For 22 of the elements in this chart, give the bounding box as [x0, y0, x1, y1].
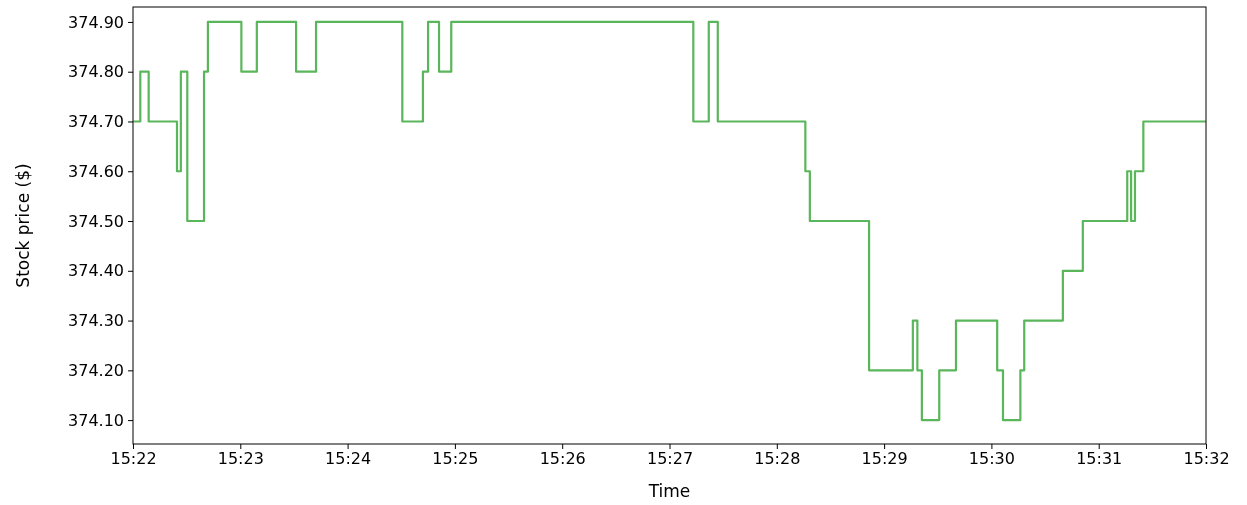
y-tick-label: 374.30 [68, 311, 124, 331]
x-tick-label: 15:31 [1076, 449, 1123, 469]
y-tick-label: 374.20 [68, 360, 124, 380]
y-tick-label: 374.70 [68, 112, 124, 132]
y-tick-label: 374.90 [68, 12, 124, 32]
y-axis-title: Stock price ($) [13, 163, 33, 288]
x-tick-label: 15:25 [432, 449, 479, 469]
y-tick-label: 374.10 [68, 410, 124, 430]
x-tick-label: 15:24 [325, 449, 372, 469]
y-tick-label: 374.60 [68, 161, 124, 181]
y-tick-label: 374.40 [68, 261, 124, 281]
x-tick-label: 15:32 [1183, 449, 1230, 469]
x-tick-label: 15:29 [861, 449, 908, 469]
x-tick-label: 15:26 [539, 449, 586, 469]
x-tick-label: 15:22 [110, 449, 157, 469]
y-tick-label: 374.80 [68, 62, 124, 82]
y-tick-label: 374.50 [68, 211, 124, 231]
x-tick-label: 15:23 [217, 449, 264, 469]
x-tick-label: 15:27 [646, 449, 694, 469]
x-tick-label: 15:28 [754, 449, 801, 469]
x-tick-label: 15:30 [968, 449, 1015, 469]
x-axis-title: Time [647, 481, 691, 501]
